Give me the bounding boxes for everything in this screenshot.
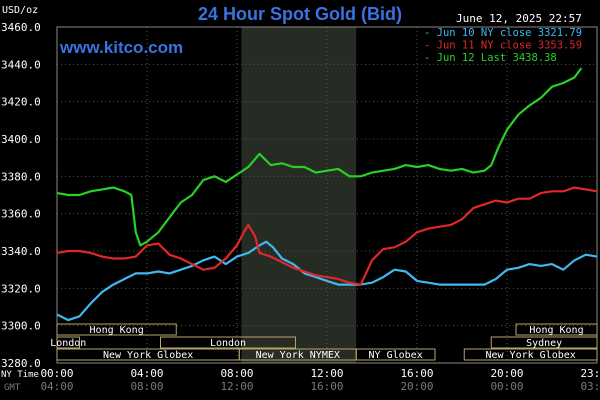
y-tick-label: 3360.0 [1, 208, 41, 221]
site-url: www.kitco.com [60, 38, 184, 57]
y-tick-label: 3300.0 [1, 320, 41, 333]
x-tick-label-gmt: 16:00 [310, 380, 343, 393]
session-label: New York Globex [485, 350, 575, 361]
y-tick-label: 3460.0 [1, 21, 41, 34]
series-line-3 [56, 67, 583, 247]
timestamp: June 12, 2025 22:57 [456, 12, 582, 25]
x-tick-label-ny: 12:00 [310, 367, 343, 380]
session-bar [463, 348, 598, 361]
session-bar [56, 323, 177, 336]
y-tick-label: 3280.0 [1, 357, 41, 370]
session-label: Sydney [526, 338, 562, 349]
x-axis-label-gmt: GMT [4, 383, 21, 393]
x-tick-label-ny: 08:00 [220, 367, 253, 380]
session-bar [160, 336, 296, 349]
y-tick-label: 3420.0 [1, 96, 41, 109]
x-tick-label-gmt: 00:00 [490, 380, 523, 393]
session-bar [355, 348, 436, 361]
session-bar [515, 323, 598, 336]
x-tick-label-gmt: 08:00 [130, 380, 163, 393]
y-tick-label: 3320.0 [1, 282, 41, 295]
x-tick-label-ny: 23:59 [580, 367, 600, 380]
unit-label: USD/oz [2, 5, 39, 16]
session-label: Hong Kong [90, 325, 144, 336]
session-label: New York Globex [103, 350, 193, 361]
x-tick-label-ny: 20:00 [490, 367, 523, 380]
session-bar [56, 336, 80, 349]
x-tick-label-gmt: 04:00 [40, 380, 73, 393]
x-tick-label-ny: 00:00 [40, 367, 73, 380]
session-label: NY Globex [369, 350, 423, 361]
x-axis-label-ny: NY Time [1, 370, 39, 380]
legend-entry: - Jun 12 Last 3438.38 [424, 52, 557, 64]
session-label: London [210, 338, 246, 349]
session-label: New York NYMEX [256, 350, 340, 361]
x-tick-label-ny: 16:00 [400, 367, 433, 380]
y-tick-label: 3440.0 [1, 58, 41, 71]
session-bar [490, 336, 598, 349]
x-tick-label-gmt: 03:59 [580, 380, 600, 393]
series-line-2 [56, 186, 598, 286]
x-tick-label-gmt: 20:00 [400, 380, 433, 393]
y-tick-label: 3340.0 [1, 245, 41, 258]
chart-title: 24 Hour Spot Gold (Bid) [198, 4, 402, 24]
y-tick-label: 3380.0 [1, 170, 41, 183]
legend-entry: - Jun 11 NY close 3353.59 [424, 40, 582, 52]
y-tick-label: 3400.0 [1, 133, 41, 146]
x-tick-label-gmt: 12:00 [220, 380, 253, 393]
session-label: London [50, 338, 86, 349]
x-tick-label-ny: 04:00 [130, 367, 163, 380]
session-label: Hong Kong [529, 325, 583, 336]
series-line-1 [56, 240, 598, 322]
plot-frame [56, 26, 598, 364]
nymex-hours-shading [241, 27, 357, 363]
legend-entry: - Jun 10 NY close 3321.79 [424, 27, 582, 39]
